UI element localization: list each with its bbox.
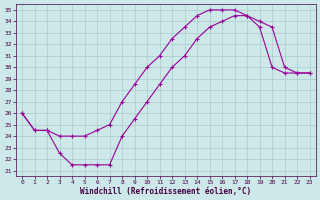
X-axis label: Windchill (Refroidissement éolien,°C): Windchill (Refroidissement éolien,°C) (80, 187, 252, 196)
